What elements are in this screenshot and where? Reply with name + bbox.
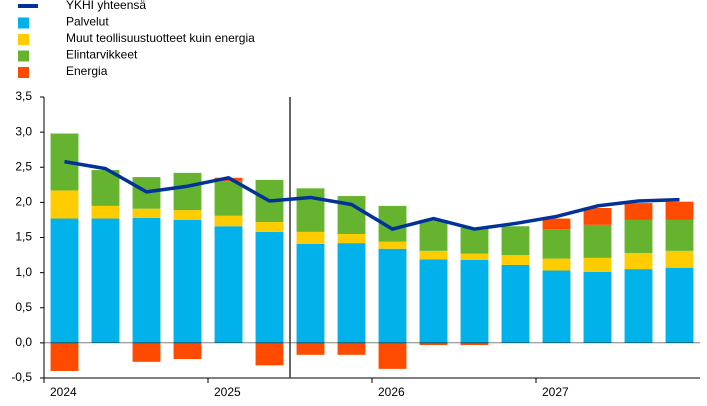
bar [378,241,407,249]
bar [173,342,202,360]
x-tick-label: 2025 [214,385,241,399]
bar [337,233,366,244]
x-tick-label: 2026 [378,385,405,399]
bar [665,219,694,251]
bar [419,250,448,260]
bar [50,218,79,343]
bar [624,219,653,253]
bar [542,270,571,343]
y-tick-label: 3,5 [15,89,32,103]
legend-label: Elintarvikkeet [66,48,138,62]
bar [542,229,571,259]
legend-label: YKHI yhteensä [66,0,146,12]
bar [460,253,489,260]
bar [132,208,161,218]
y-tick-label: -0,5 [11,370,32,384]
bar [173,172,202,211]
legend-swatch [18,34,29,45]
bar [337,243,366,343]
bar [214,226,243,343]
y-tick-label: 2,5 [15,159,32,173]
x-tick-label: 2027 [542,385,569,399]
y-tick-label: 1,0 [15,265,32,279]
legend-swatch [18,67,29,78]
bar [255,342,284,366]
y-tick-label: 2,0 [15,195,32,209]
bar [173,219,202,343]
bar [173,210,202,220]
bar [296,188,325,232]
legend-swatch [18,17,29,29]
bar [624,252,653,270]
legend-label: Energia [66,64,108,78]
bar [296,231,325,244]
bar [542,218,571,230]
bar [214,181,243,216]
bar [501,264,530,343]
legend-label: Palvelut [66,15,109,29]
y-tick-label: 0,0 [15,335,32,349]
bar [583,224,612,258]
bar [542,258,571,271]
bar [624,203,653,220]
bar [255,231,284,343]
bar [378,342,407,369]
bar [255,222,284,232]
bar [460,342,489,345]
bar [665,250,694,268]
bar [419,342,448,345]
bar [460,227,489,254]
y-tick-label: 0,5 [15,300,32,314]
bar [665,201,694,220]
bar [665,267,694,343]
bar [296,342,325,355]
line [64,159,680,231]
bar [214,215,243,227]
bar [501,226,530,256]
y-tick-label: 3,0 [15,124,32,138]
y-tick-label: 1,5 [15,230,32,244]
x-tick-label: 2024 [50,385,77,399]
bar [501,255,530,265]
bar [583,257,612,272]
bar [583,207,612,225]
bar [50,190,79,219]
bar [624,269,653,343]
bar [91,170,120,206]
bar [378,248,407,343]
bar [132,342,161,362]
bar [50,342,79,371]
legend-line [18,4,38,8]
bar [132,217,161,343]
bar [419,219,448,251]
legend-swatch [18,50,29,62]
bar [460,259,489,343]
bar [296,243,325,343]
legend-label: Muut teollisuustuotteet kuin energia [66,31,255,45]
bar [91,218,120,343]
bar [419,259,448,343]
bar [91,205,120,219]
bar [337,342,366,355]
bar [583,271,612,343]
